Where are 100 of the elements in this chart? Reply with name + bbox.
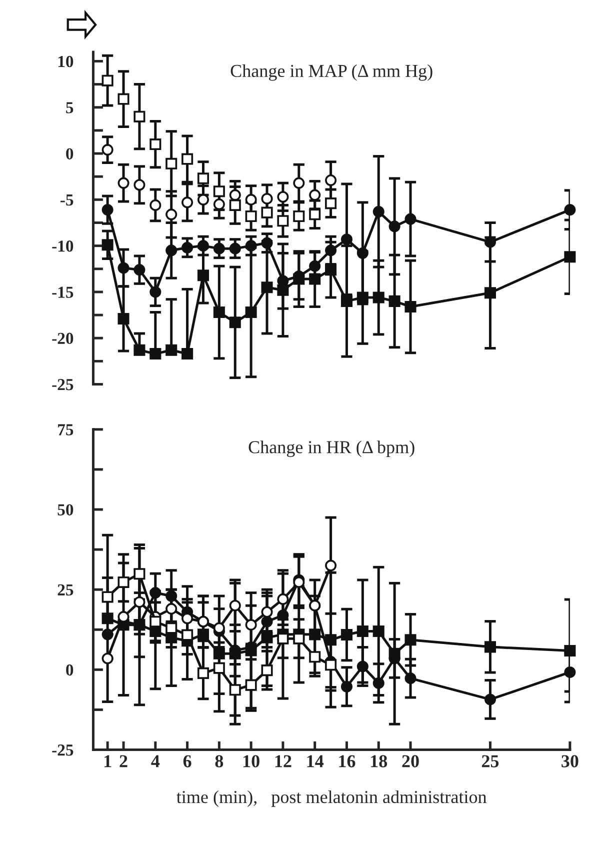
point bbox=[166, 590, 178, 602]
point bbox=[356, 292, 368, 304]
point bbox=[340, 628, 352, 641]
y-tick-label: -25 bbox=[52, 744, 74, 756]
point bbox=[261, 606, 273, 618]
point bbox=[134, 179, 146, 191]
point bbox=[277, 609, 289, 621]
x-tick-label: 12 bbox=[275, 755, 292, 768]
y-tick-label: -25 bbox=[52, 379, 74, 390]
x-tick-label: 14 bbox=[307, 755, 324, 768]
point bbox=[229, 684, 241, 696]
point bbox=[118, 262, 130, 274]
point bbox=[564, 645, 576, 657]
x-tick-label: 8 bbox=[215, 755, 224, 768]
point bbox=[484, 641, 496, 653]
x-tick-label: 20 bbox=[402, 755, 419, 768]
point bbox=[325, 174, 337, 186]
point bbox=[182, 629, 194, 641]
point bbox=[245, 619, 257, 631]
point bbox=[150, 616, 162, 628]
point bbox=[309, 628, 321, 640]
point bbox=[404, 300, 416, 312]
point bbox=[229, 600, 241, 612]
point bbox=[245, 644, 257, 656]
point bbox=[150, 138, 162, 150]
point bbox=[134, 568, 146, 580]
point bbox=[197, 240, 209, 252]
point bbox=[166, 158, 178, 170]
point bbox=[166, 344, 178, 356]
point bbox=[372, 206, 384, 218]
point bbox=[150, 199, 162, 211]
point bbox=[261, 282, 273, 294]
x-tick-label: 10 bbox=[243, 755, 260, 768]
point bbox=[372, 292, 384, 304]
x-tick-label: 1 bbox=[104, 755, 112, 768]
point bbox=[245, 240, 257, 252]
point bbox=[134, 344, 146, 356]
point bbox=[245, 194, 257, 206]
x-tick-label: 30 bbox=[562, 755, 578, 768]
point bbox=[182, 348, 194, 360]
point bbox=[340, 295, 352, 307]
point bbox=[118, 576, 130, 588]
point bbox=[102, 628, 114, 640]
point bbox=[325, 244, 337, 256]
point bbox=[309, 651, 321, 663]
point bbox=[166, 622, 178, 634]
y-tick-label: 0 bbox=[66, 148, 74, 160]
x-axis-title: time (min), post melatonin administration bbox=[176, 790, 487, 807]
point bbox=[356, 247, 368, 259]
text: Change in MAP (Δ mm Hg) bbox=[230, 64, 432, 81]
point bbox=[356, 660, 368, 672]
point bbox=[213, 662, 225, 674]
point bbox=[372, 625, 384, 637]
text: Change in HR (Δ bpm) bbox=[248, 440, 414, 458]
point bbox=[134, 596, 146, 608]
point bbox=[484, 287, 496, 299]
point bbox=[325, 659, 337, 671]
x-tick-label: 2 bbox=[120, 755, 128, 768]
point bbox=[229, 189, 241, 201]
point bbox=[229, 316, 241, 328]
y-tick-label: -15 bbox=[52, 286, 74, 298]
point bbox=[356, 625, 368, 637]
point bbox=[102, 204, 114, 216]
point bbox=[245, 679, 257, 691]
point bbox=[564, 251, 576, 263]
point bbox=[388, 220, 400, 232]
point bbox=[213, 186, 225, 198]
point bbox=[261, 237, 273, 249]
point bbox=[197, 628, 209, 640]
point bbox=[150, 587, 162, 599]
point bbox=[229, 199, 241, 211]
point bbox=[277, 593, 289, 605]
point bbox=[102, 239, 114, 251]
point bbox=[197, 172, 209, 184]
x-tick-label: 4 bbox=[151, 755, 160, 768]
point bbox=[102, 74, 114, 86]
point bbox=[277, 215, 289, 227]
y-tick-label: 10 bbox=[58, 56, 74, 68]
x-tick-label: 25 bbox=[482, 755, 499, 768]
point bbox=[309, 260, 321, 272]
point bbox=[340, 234, 352, 246]
point bbox=[134, 110, 146, 122]
point bbox=[404, 213, 416, 225]
point bbox=[340, 680, 352, 692]
point bbox=[134, 264, 146, 276]
point bbox=[404, 634, 416, 646]
point bbox=[245, 306, 257, 318]
point bbox=[564, 204, 576, 216]
point bbox=[166, 603, 178, 615]
point bbox=[197, 270, 209, 282]
y-tick-label: -10 bbox=[52, 240, 74, 252]
point bbox=[102, 144, 114, 156]
point bbox=[150, 348, 162, 360]
point bbox=[325, 198, 337, 210]
point bbox=[309, 208, 321, 220]
point bbox=[261, 192, 273, 204]
point bbox=[293, 177, 305, 189]
point bbox=[182, 196, 194, 208]
x-tick-label: 18 bbox=[371, 755, 388, 768]
point bbox=[118, 177, 130, 189]
